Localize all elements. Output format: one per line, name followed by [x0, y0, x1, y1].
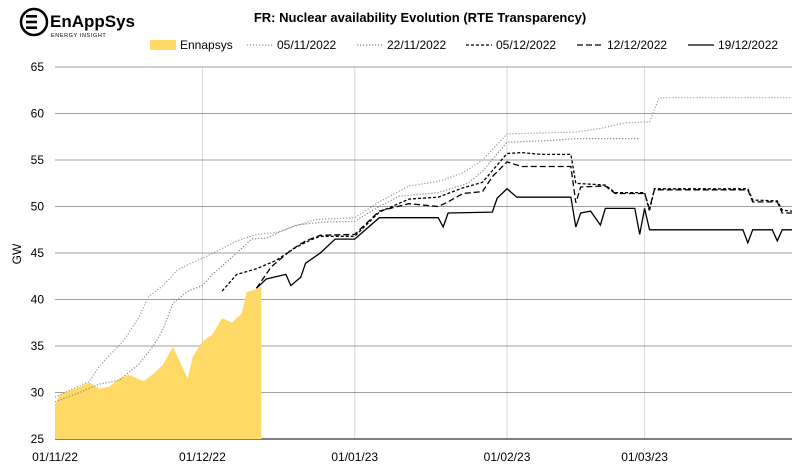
series-area-0 — [55, 286, 262, 439]
y-axis: 25 30 35 40 45 50 55 60 65 — [31, 60, 45, 446]
legend-label: 12/12/2022 — [607, 38, 667, 52]
x-tick-label: 01/11/22 — [32, 450, 78, 464]
y-tick-label: 45 — [31, 246, 45, 260]
x-axis: 01/11/22 01/12/22 01/01/23 01/02/23 01/03/23 — [32, 450, 668, 464]
logo-tagline: ENERGY INSIGHT — [51, 33, 106, 39]
y-tick-label: 50 — [31, 200, 45, 214]
enappsys-logo: EnAppSys ENERGY INSIGHT — [19, 7, 135, 39]
x-tick-label: 01/01/23 — [331, 450, 378, 464]
logo-bar-icon — [26, 15, 37, 18]
legend-label: 19/12/2022 — [718, 38, 778, 52]
series-line-2 — [54, 138, 640, 403]
plot-area — [54, 97, 793, 439]
series-line-5 — [255, 187, 792, 289]
legend-label: 22/11/2022 — [387, 38, 446, 52]
legend-swatch-0 — [150, 40, 176, 50]
legend: Ennapsys 05/11/2022 22/11/2022 05/12/2022 12… — [150, 38, 778, 52]
y-tick-label: 65 — [31, 60, 45, 74]
x-tick-label: 01/12/22 — [179, 450, 226, 464]
y-axis-label: GW — [10, 243, 24, 264]
logo-brand: EnAppSys — [50, 12, 135, 31]
legend-label: 05/12/2022 — [496, 38, 556, 52]
legend-label: 05/11/2022 — [277, 38, 336, 52]
grid — [55, 66, 792, 440]
logo-bar-icon — [26, 20, 37, 24]
series-line-3 — [221, 151, 793, 292]
chart-title: FR: Nuclear availability Evolution (RTE … — [254, 10, 586, 25]
logo-circle-icon — [19, 7, 49, 37]
y-tick-label: 40 — [31, 293, 45, 307]
y-tick-label: 55 — [31, 153, 45, 167]
series-line-4 — [255, 161, 792, 289]
y-tick-label: 30 — [31, 386, 45, 400]
series-line-1 — [54, 97, 792, 398]
y-tick-label: 60 — [31, 107, 45, 121]
x-tick-label: 01/03/23 — [621, 450, 668, 464]
x-tick-label: 01/02/23 — [484, 450, 531, 464]
y-tick-label: 35 — [31, 339, 45, 353]
legend-label: Ennapsys — [180, 38, 233, 52]
y-tick-label: 25 — [31, 432, 45, 446]
logo-bar-icon — [26, 26, 37, 29]
